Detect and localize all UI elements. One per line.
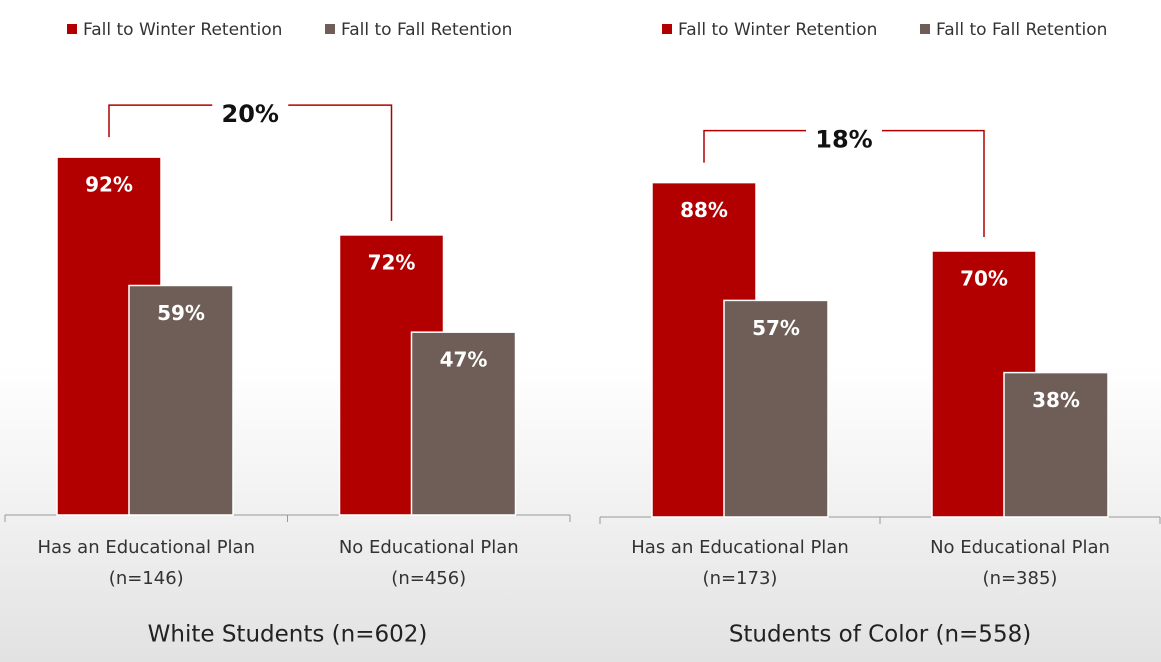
x-tick-label: Has an Educational Plan [631, 537, 849, 558]
annotation-bg [806, 114, 882, 147]
data-label: 92% [85, 173, 133, 197]
data-label: 72% [368, 250, 416, 274]
annotation: 18% [815, 126, 872, 154]
x-tick-label: (n=456) [391, 568, 466, 589]
data-label: 70% [960, 267, 1008, 291]
legend-label: Fall to Fall Retention [341, 20, 512, 40]
annotation-bg [212, 89, 289, 122]
legend-swatch [325, 24, 335, 34]
legend-label: Fall to Fall Retention [936, 20, 1107, 40]
data-label: 88% [680, 198, 728, 222]
data-label: 57% [752, 316, 800, 340]
chart-title: Students of Color (n=558) [729, 622, 1031, 648]
legend-swatch [920, 24, 930, 34]
data-label: 59% [157, 301, 205, 325]
x-tick-label: No Educational Plan [930, 537, 1110, 558]
data-label: 38% [1032, 388, 1080, 412]
x-tick-label: (n=146) [109, 568, 184, 589]
bar [128, 284, 234, 516]
legend-swatch [662, 24, 672, 34]
legend-label: Fall to Winter Retention [678, 20, 877, 40]
chart-title: White Students (n=602) [148, 622, 428, 648]
x-tick-label: (n=173) [703, 568, 778, 589]
x-tick-label: (n=385) [983, 568, 1058, 589]
bar [1003, 371, 1109, 518]
annotation: 20% [222, 100, 279, 128]
legend-swatch [67, 24, 77, 34]
legend-label: Fall to Winter Retention [83, 20, 282, 40]
x-tick-label: No Educational Plan [339, 537, 519, 558]
bar [410, 331, 517, 516]
x-tick-label: Has an Educational Plan [38, 537, 256, 558]
data-label: 47% [440, 348, 488, 372]
bar [723, 299, 829, 518]
